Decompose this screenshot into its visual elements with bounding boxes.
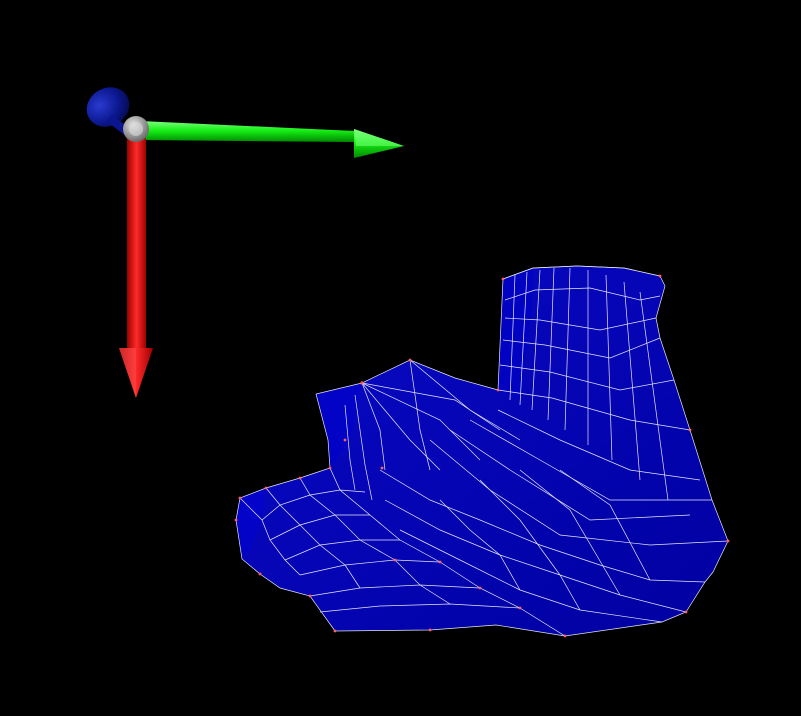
origin-sphere-icon[interactable] (123, 116, 149, 142)
axes-gizmo[interactable] (79, 80, 404, 398)
y-axis-arrow-icon[interactable] (139, 121, 404, 158)
mesh-wireframe (235, 265, 729, 637)
mesh-vertices (234, 274, 730, 638)
x-axis-arrow-icon[interactable] (119, 138, 153, 398)
mesh-object[interactable] (234, 265, 730, 638)
